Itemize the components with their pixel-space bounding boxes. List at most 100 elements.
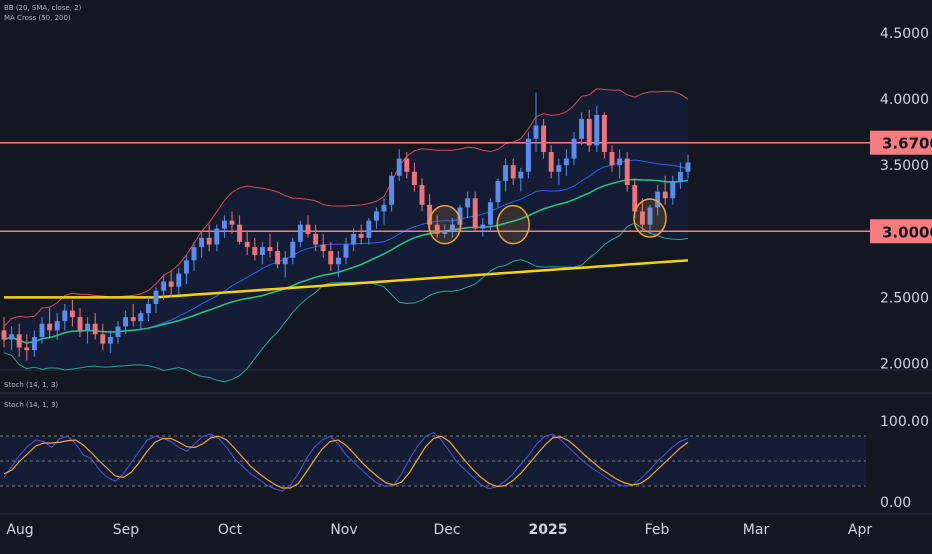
level-price-badge bbox=[870, 130, 932, 155]
candle-body bbox=[183, 260, 189, 274]
candle-body bbox=[100, 334, 106, 344]
candle-body bbox=[427, 204, 433, 225]
stoch-k-line bbox=[3, 431, 689, 492]
price-tick-label: 2.5000 bbox=[880, 290, 929, 306]
ma200-line bbox=[4, 259, 689, 299]
candle-body bbox=[419, 185, 425, 205]
candle-body bbox=[541, 125, 547, 152]
candle-body bbox=[176, 273, 182, 287]
candle-body bbox=[548, 151, 554, 172]
candle-body bbox=[655, 191, 661, 208]
candle-body bbox=[297, 224, 303, 242]
candle-body bbox=[123, 317, 129, 327]
highlight-circle bbox=[496, 204, 530, 245]
candle-body bbox=[237, 224, 243, 242]
candle-body bbox=[594, 114, 600, 146]
candle-body bbox=[571, 138, 577, 159]
time-axis-label: Feb bbox=[645, 522, 670, 538]
candle-body bbox=[381, 204, 387, 212]
candle-body bbox=[373, 211, 379, 221]
candle-body bbox=[39, 323, 45, 337]
time-axis-label: Mar bbox=[743, 522, 770, 538]
candle-body bbox=[153, 290, 159, 304]
candle-body bbox=[161, 281, 167, 291]
time-axis-label: Dec bbox=[433, 522, 460, 538]
candle-body bbox=[343, 244, 349, 258]
candle-body bbox=[579, 118, 585, 139]
candle-body bbox=[609, 151, 615, 166]
candle-body bbox=[449, 224, 455, 232]
candle-body bbox=[1, 330, 7, 340]
stoch-top-label[interactable]: Stoch (14, 1, 3) bbox=[4, 381, 59, 389]
candle-body bbox=[457, 207, 463, 225]
candle-body bbox=[472, 198, 478, 229]
candle-body bbox=[305, 224, 311, 234]
bollinger-band-fill bbox=[4, 88, 688, 382]
candle-body bbox=[313, 233, 319, 245]
candle-body bbox=[267, 247, 273, 252]
time-axis-label: Sep bbox=[113, 522, 140, 538]
candle-body bbox=[138, 313, 144, 322]
candle-body bbox=[16, 334, 22, 348]
candle-body bbox=[351, 233, 357, 245]
level-price-label: 3.0000 bbox=[882, 223, 932, 241]
candle-body bbox=[617, 158, 623, 166]
candle-body bbox=[9, 334, 15, 340]
highlight-circle bbox=[633, 198, 667, 238]
candle-body bbox=[389, 175, 395, 205]
candle-body bbox=[130, 317, 136, 322]
stoch-tick-label: 100.00 bbox=[880, 414, 929, 430]
highlight-circle bbox=[428, 204, 462, 245]
candle-body bbox=[335, 257, 341, 265]
candle-body bbox=[168, 281, 174, 287]
price-tick-label: 2.0000 bbox=[880, 356, 929, 372]
candle-body bbox=[206, 237, 212, 245]
candle-body bbox=[404, 158, 410, 172]
bb-indicator-label[interactable]: BB (20, SMA, close, 2) bbox=[4, 4, 82, 12]
candle-body bbox=[563, 158, 569, 166]
candle-body bbox=[115, 326, 121, 337]
stoch-d-line bbox=[3, 435, 689, 489]
candle-body bbox=[69, 310, 75, 318]
candle-body bbox=[275, 251, 281, 265]
candle-body bbox=[252, 247, 258, 256]
candle-body bbox=[259, 247, 265, 256]
candle-body bbox=[396, 158, 402, 176]
candle-body bbox=[677, 171, 683, 182]
price-tick-label: 4.0000 bbox=[880, 92, 929, 108]
candle-body bbox=[358, 233, 364, 238]
candle-body bbox=[54, 321, 60, 331]
stoch-indicator-label[interactable]: Stoch (14, 1, 3) bbox=[4, 401, 59, 409]
candle-body bbox=[510, 165, 516, 179]
candle-body bbox=[601, 114, 607, 152]
candle-body bbox=[31, 336, 37, 351]
time-axis-label: 2025 bbox=[529, 522, 568, 538]
candle-body bbox=[77, 317, 83, 331]
time-axis-label: Oct bbox=[218, 522, 243, 538]
candle-body bbox=[282, 257, 288, 265]
candle-body bbox=[145, 303, 151, 314]
candle-body bbox=[503, 165, 509, 182]
time-axis-label: Nov bbox=[330, 522, 357, 538]
candle-body bbox=[632, 185, 638, 212]
candle-body bbox=[480, 224, 486, 229]
candle-body bbox=[214, 228, 220, 245]
candle-body bbox=[518, 171, 524, 179]
ma-cross-indicator-label[interactable]: MA Cross (50, 200) bbox=[4, 14, 71, 22]
candle-body bbox=[670, 181, 676, 199]
time-axis-label: Aug bbox=[6, 522, 33, 538]
candle-body bbox=[92, 323, 98, 335]
candle-body bbox=[229, 220, 235, 225]
candle-body bbox=[290, 241, 296, 258]
candle-body bbox=[199, 237, 205, 248]
candle-body bbox=[495, 181, 501, 203]
candle-body bbox=[244, 241, 250, 248]
candle-body bbox=[556, 165, 562, 172]
candle-body bbox=[328, 251, 334, 265]
candle-body bbox=[487, 202, 493, 225]
candle-body bbox=[533, 125, 539, 139]
level-price-badge bbox=[870, 219, 932, 244]
candle-body bbox=[624, 158, 630, 185]
